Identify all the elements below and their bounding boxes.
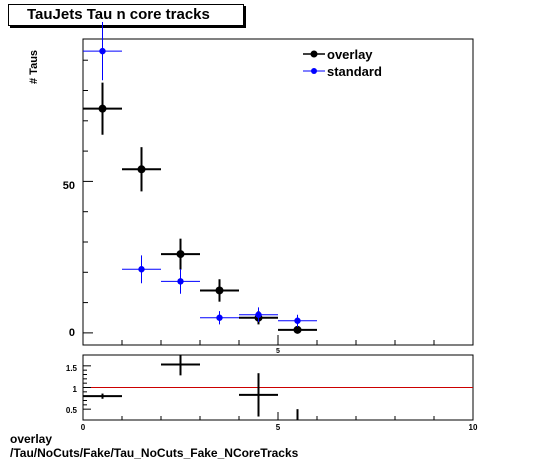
y-tick-label-0: 0 bbox=[69, 327, 75, 339]
overlay-point bbox=[293, 325, 302, 334]
main-data-series bbox=[83, 22, 317, 334]
series-overlay bbox=[83, 82, 317, 334]
x-tick-label-5: 5 bbox=[276, 423, 281, 432]
x-tick-label-10: 10 bbox=[469, 423, 478, 432]
legend-standard-label: standard bbox=[327, 64, 382, 79]
standard-point bbox=[294, 317, 301, 324]
standard-point bbox=[177, 278, 184, 285]
ratio-y-axis bbox=[83, 365, 91, 410]
series-standard bbox=[83, 22, 317, 327]
legend-overlay-marker bbox=[310, 50, 318, 58]
standard-point bbox=[255, 311, 262, 318]
main-x-tick-label-5: 5 bbox=[276, 348, 280, 355]
legend-standard-marker bbox=[311, 68, 317, 74]
ratio-y-tick-label-0.5: 0.5 bbox=[66, 406, 78, 415]
ratio-x-axis bbox=[82, 412, 474, 420]
main-y-axis bbox=[83, 59, 93, 334]
main-plot-frame bbox=[82, 38, 474, 346]
overlay-point bbox=[137, 165, 146, 174]
standard-point bbox=[138, 266, 145, 273]
overlay-point bbox=[98, 104, 107, 113]
legend-overlay-label: overlay bbox=[327, 47, 373, 62]
ratio-y-tick-label-1: 1 bbox=[73, 385, 78, 394]
main-y-axis-label: # Taus bbox=[28, 50, 40, 84]
x-tick-label-0: 0 bbox=[81, 423, 86, 432]
standard-point bbox=[216, 314, 223, 321]
ratio-data-series bbox=[83, 355, 299, 420]
ratio-y-tick-label-1.5: 1.5 bbox=[66, 364, 78, 373]
main-x-axis bbox=[82, 335, 474, 345]
overlay-point bbox=[176, 250, 185, 259]
footer-path: /Tau/NoCuts/Fake/Tau_NoCuts_Fake_NCoreTr… bbox=[10, 446, 299, 460]
overlay-point bbox=[215, 286, 224, 295]
legend: overlay standard bbox=[303, 47, 382, 79]
chart-title: TauJets Tau n core tracks bbox=[8, 4, 244, 26]
standard-point bbox=[99, 47, 106, 55]
y-tick-label-50: 50 bbox=[63, 180, 75, 192]
footer-label: overlay bbox=[10, 432, 53, 446]
